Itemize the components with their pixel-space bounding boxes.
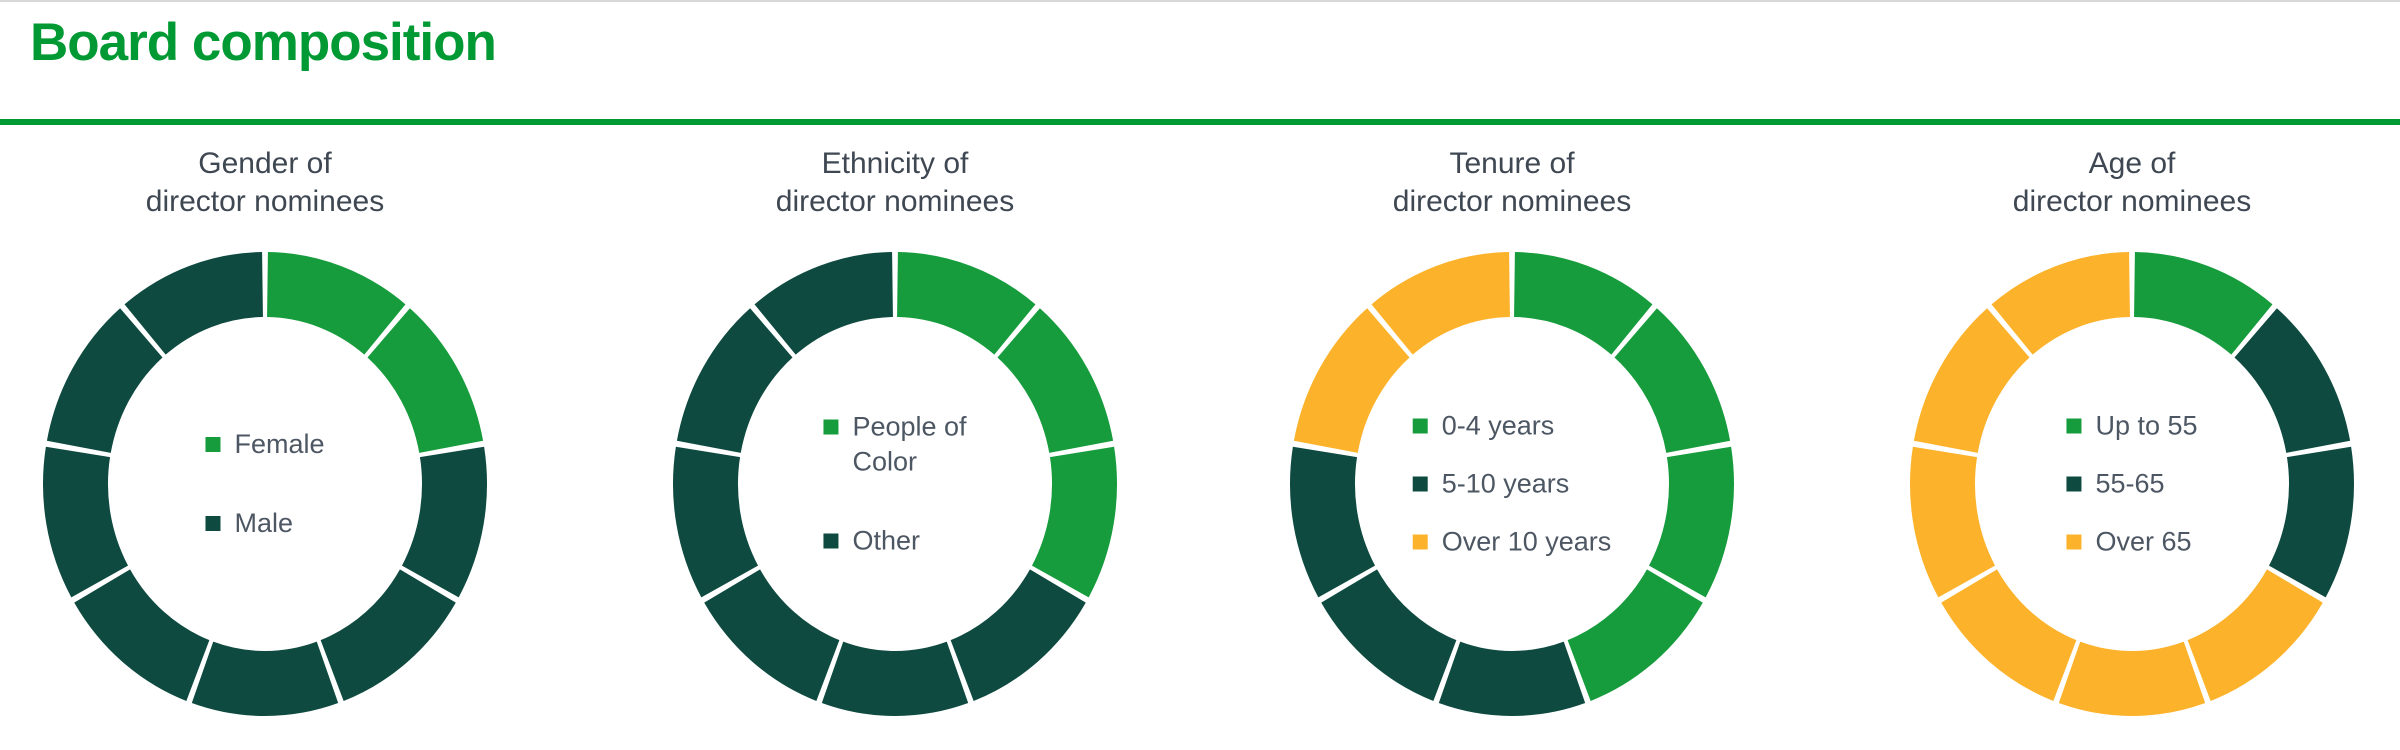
- donut-segment-age-55-65: [2234, 308, 2351, 453]
- donut-segment-gender-male: [124, 252, 263, 355]
- donut-segment-ethnicity-people-of-color: [997, 308, 1114, 453]
- donut-segment-tenure-0-4-years: [1614, 308, 1731, 453]
- donut-segment-tenure-over-10-years: [1293, 308, 1410, 453]
- donut-segment-ethnicity-other: [704, 569, 840, 701]
- donut-segment-ethnicity-other: [821, 641, 969, 717]
- legend-item: Male: [205, 506, 293, 541]
- legend-ethnicity: People of Color Other: [823, 410, 967, 559]
- donut-segment-age-over-65: [2058, 641, 2206, 717]
- legend-item: 5-10 years: [1412, 467, 1570, 502]
- donut-segment-age-up-to-55: [2134, 252, 2273, 355]
- legend-item: 55-65: [2066, 467, 2165, 502]
- legend-item: Up to 55: [2066, 409, 2198, 444]
- legend-label: Male: [234, 508, 294, 538]
- donut-segment-ethnicity-other: [754, 252, 893, 355]
- legend-label: Female: [234, 429, 325, 459]
- legend-item: 0-4 years: [1412, 409, 1555, 444]
- legend-label: Over 65: [2095, 526, 2192, 557]
- legend-item: People of Color: [823, 410, 967, 480]
- donut-segment-ethnicity-other: [950, 569, 1086, 701]
- donut-segment-ethnicity-people-of-color: [897, 252, 1036, 355]
- legend-label: People of Color: [852, 411, 967, 477]
- legend-swatch-icon: [2066, 476, 2082, 492]
- donut-segment-gender-male: [320, 569, 456, 701]
- legend-swatch-icon: [205, 437, 221, 452]
- title-underline-rule: [0, 119, 2400, 125]
- donut-segment-age-over-65: [1991, 252, 2130, 355]
- donut-segment-tenure-5-10-years: [1438, 641, 1586, 717]
- legend-label: 5-10 years: [1441, 468, 1570, 499]
- legend-age: Up to 55 55-65 Over 65: [2066, 409, 2198, 560]
- legend-swatch-icon: [823, 419, 839, 435]
- donut-segment-age-over-65: [1910, 446, 1996, 598]
- donut-chart-tenure: [1290, 252, 1734, 717]
- donut-segment-tenure-over-10-years: [1371, 252, 1510, 355]
- donut-segment-age-55-65: [2268, 446, 2354, 598]
- legend-label: Other: [852, 525, 920, 556]
- donut-segment-tenure-5-10-years: [1321, 569, 1457, 701]
- legend-gender: Female Male: [205, 427, 325, 541]
- chart-title-ethnicity: Ethnicity of director nominees: [775, 147, 1015, 218]
- donut-segment-age-over-65: [1913, 308, 2030, 453]
- donut-segment-gender-male: [46, 308, 163, 453]
- donut-segment-gender-female: [267, 252, 406, 355]
- legend-label: Up to 55: [2095, 410, 2198, 441]
- donut-segment-age-over-65: [2187, 569, 2323, 701]
- donut-segment-tenure-0-4-years: [1567, 569, 1703, 701]
- donut-segment-tenure-5-10-years: [1290, 446, 1376, 598]
- legend-swatch-icon: [823, 533, 839, 549]
- legend-swatch-icon: [205, 516, 221, 531]
- donut-segment-age-over-65: [1941, 569, 2077, 701]
- legend-swatch-icon: [1412, 476, 1428, 492]
- legend-swatch-icon: [2066, 418, 2082, 434]
- legend-item: Over 10 years: [1412, 525, 1612, 560]
- donut-segment-tenure-0-4-years: [1514, 252, 1653, 355]
- legend-label: Over 10 years: [1441, 526, 1612, 557]
- legend-tenure: 0-4 years 5-10 years Over 10 years: [1412, 409, 1612, 560]
- donut-segment-gender-male: [191, 641, 339, 717]
- donut-chart-ethnicity: [673, 252, 1117, 717]
- legend-swatch-icon: [1412, 418, 1428, 434]
- legend-label: 0-4 years: [1441, 410, 1555, 441]
- legend-item: Other: [823, 524, 920, 559]
- legend-item: Over 65: [2066, 525, 2192, 560]
- legend-swatch-icon: [1412, 534, 1428, 550]
- chart-title-tenure: Tenure of director nominees: [1392, 147, 1632, 218]
- donut-segment-gender-male: [43, 446, 129, 598]
- donut-segment-ethnicity-other: [673, 446, 759, 598]
- page-title: Board composition: [30, 13, 497, 72]
- chart-title-gender: Gender of director nominees: [145, 147, 385, 218]
- donut-chart-gender: [43, 252, 487, 717]
- donut-segment-tenure-0-4-years: [1648, 446, 1734, 598]
- donut-segment-gender-female: [367, 308, 484, 453]
- donut-segment-gender-male: [74, 569, 210, 701]
- legend-item: Female: [205, 427, 325, 462]
- donut-segment-gender-male: [401, 446, 487, 598]
- legend-swatch-icon: [2066, 534, 2082, 550]
- donut-segment-ethnicity-other: [676, 308, 793, 453]
- donut-chart-age: [1910, 252, 2354, 717]
- legend-label: 55-65: [2095, 468, 2165, 499]
- chart-title-age: Age of director nominees: [2012, 147, 2252, 218]
- donut-segment-ethnicity-people-of-color: [1031, 446, 1117, 598]
